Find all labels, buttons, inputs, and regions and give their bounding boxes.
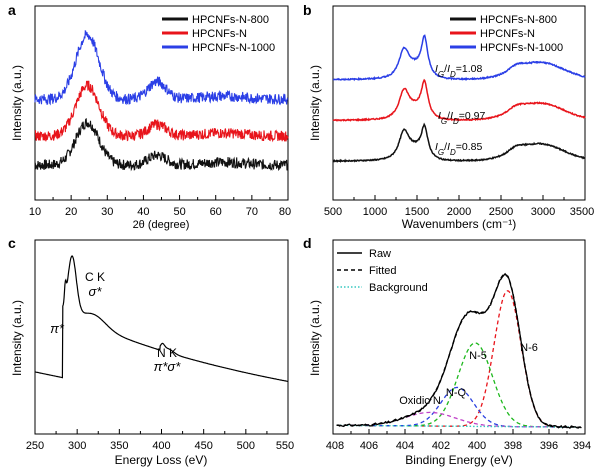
- b-xtick-label: 2500: [489, 206, 513, 218]
- a-xtick-label: 30: [101, 206, 113, 218]
- raman-line-hpcnfs-n: [332, 78, 586, 122]
- legend-label-raw: Raw: [369, 248, 391, 260]
- panel-a-legend: HPCNFs-N-800 HPCNFs-N HPCNFs-N-1000: [162, 14, 275, 54]
- legend-label-hpcnfs-n-800: HPCNFs-N-800: [192, 14, 269, 26]
- panel-d-series: [336, 272, 582, 429]
- xrd-line-hpcnfs-n: [34, 80, 289, 143]
- a-xtick-label: 20: [65, 206, 77, 218]
- c-xtick-label: 450: [195, 440, 213, 452]
- panel-a-xtick-labels: 10 20 30 40 50 60 70 80: [29, 206, 291, 218]
- d-ylabel: Intensity (a.u.): [308, 300, 322, 376]
- a-ylabel: Intensity (a.u.): [10, 65, 24, 141]
- b-xtick-label: 2000: [447, 206, 471, 218]
- legend-label-hpcnfs-n-1000: HPCNFs-N-1000: [192, 42, 275, 54]
- panel-c-frame: [34, 239, 289, 435]
- eels-spectrum-line: [34, 255, 288, 382]
- panel-d-xticks: [332, 429, 586, 434]
- panel-d: d 408 406 404 402 400 398 396 394 Bindin…: [303, 235, 591, 467]
- b-xtick-label: 3000: [531, 206, 555, 218]
- panel-a-xticks: [34, 195, 289, 200]
- raman-line-hpcnfs-n-800: [332, 122, 586, 163]
- d-xtick-label: 404: [396, 440, 414, 452]
- component-n-5: [351, 342, 567, 428]
- c-xtick-label: 550: [276, 440, 294, 452]
- a-xtick-label: 80: [279, 206, 291, 218]
- c-xtick-label: 400: [152, 440, 170, 452]
- raw-line: [336, 272, 582, 429]
- legend-label-fitted: Fitted: [369, 265, 397, 277]
- panel-letter-b: b: [303, 2, 312, 18]
- panel-b-xtick-labels: 500 1000 1500 2000 2500 3000 3500: [324, 206, 594, 218]
- ck-pi-label: π*: [50, 321, 65, 336]
- ratio-label-n: IG/ID=0.97: [438, 110, 486, 126]
- panel-letter-d: d: [303, 235, 312, 251]
- d-xtick-label: 406: [360, 440, 378, 452]
- xrd-line-hpcnfs-n-1000: [34, 30, 289, 106]
- d-xtick-label: 402: [432, 440, 450, 452]
- panel-c: c 250 300 350 400 450 500 550 Energy Los…: [8, 235, 294, 467]
- d-xtick-label: 398: [504, 440, 522, 452]
- panel-d-component-labels: N-6 N-5 N-Q Oxidic N: [399, 342, 538, 407]
- ratio-label-1000: IG/ID=1.08: [435, 63, 483, 79]
- panel-b-xticks: [332, 195, 586, 200]
- d-xtick-label: 408: [326, 440, 344, 452]
- panel-d-xtick-labels: 408 406 404 402 400 398 396 394: [326, 440, 591, 452]
- a-xtick-label: 40: [137, 206, 149, 218]
- b-xlabel: Wavenumbers (cm⁻¹): [402, 217, 517, 231]
- d-xlabel: Binding Energy (eV): [405, 453, 512, 467]
- c-xtick-label: 350: [110, 440, 128, 452]
- panel-letter-a: a: [8, 2, 16, 18]
- legend-label-b-hpcnfs-n-1000: HPCNFs-N-1000: [480, 42, 563, 54]
- b-xtick-label: 1000: [363, 206, 387, 218]
- a-xtick-label: 10: [29, 206, 41, 218]
- nk-edge-label: N K: [157, 346, 177, 360]
- b-xtick-label: 3500: [570, 206, 594, 218]
- d-xtick-label: 394: [573, 440, 591, 452]
- c-xtick-label: 300: [68, 440, 86, 452]
- panel-b-series: [332, 34, 586, 163]
- xrd-line-hpcnfs-n-800: [34, 118, 289, 172]
- legend-label-hpcnfs-n: HPCNFs-N: [192, 28, 247, 40]
- a-xtick-label: 60: [210, 206, 222, 218]
- c-ylabel: Intensity (a.u.): [10, 300, 24, 376]
- c-xtick-label: 500: [237, 440, 255, 452]
- legend-label-b-hpcnfs-n: HPCNFs-N: [480, 28, 535, 40]
- component-label-n-q: N-Q: [446, 387, 467, 399]
- panel-d-legend: Raw Fitted Background: [337, 248, 428, 294]
- d-xtick-label: 400: [468, 440, 486, 452]
- ck-sigma-label: σ*: [89, 284, 103, 299]
- panel-a-series: [34, 30, 289, 172]
- panel-b-ratio-labels: IG/ID=1.08 IG/ID=0.97 IG/ID=0.85: [435, 63, 486, 157]
- b-ylabel: Intensity (a.u.): [308, 65, 322, 141]
- panel-letter-c: c: [8, 235, 16, 251]
- raman-line-hpcnfs-n-1000: [332, 34, 586, 82]
- nk-pi-sigma-label: π*σ*: [154, 359, 182, 374]
- component-label-n-5: N-5: [469, 350, 487, 362]
- panel-b: b 500 1000 1500 2000 2500 3000 3500 Wave…: [303, 2, 594, 231]
- panel-c-xtick-labels: 250 300 350 400 450 500 550: [26, 440, 294, 452]
- panel-c-xticks: [34, 429, 289, 434]
- legend-label-background: Background: [369, 282, 428, 294]
- panel-b-legend: HPCNFs-N-800 HPCNFs-N HPCNFs-N-1000: [450, 14, 563, 54]
- component-label-n-6: N-6: [520, 342, 538, 354]
- legend-label-b-hpcnfs-n-800: HPCNFs-N-800: [480, 14, 557, 26]
- a-xtick-label: 50: [173, 206, 185, 218]
- ck-edge-label: C K: [85, 270, 105, 284]
- c-xlabel: Energy Loss (eV): [115, 453, 208, 467]
- component-oxidic-n: [351, 411, 567, 428]
- d-xtick-label: 396: [540, 440, 558, 452]
- b-xtick-label: 1500: [405, 206, 429, 218]
- ratio-label-800: IG/ID=0.85: [435, 141, 483, 157]
- fitted-line: [336, 273, 581, 428]
- c-xtick-label: 250: [26, 440, 44, 452]
- a-xlabel: 2θ (degree): [133, 219, 190, 231]
- panel-a: a 10 20 30 40 50 60 70 80 2θ (degree) In…: [8, 2, 291, 231]
- a-xtick-label: 70: [246, 206, 258, 218]
- component-label-oxidic-n: Oxidic N: [399, 395, 441, 407]
- b-xtick-label: 500: [324, 206, 342, 218]
